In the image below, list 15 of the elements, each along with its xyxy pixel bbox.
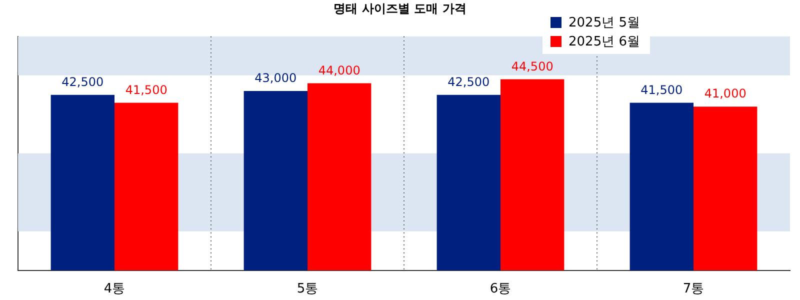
- chart-title: 명태 사이즈별 도매 가격: [334, 1, 466, 16]
- data-label: 42,500: [448, 75, 490, 90]
- data-label: 43,000: [254, 71, 297, 86]
- data-label: 42,500: [62, 75, 104, 90]
- x-tick-label: 4통: [104, 282, 126, 297]
- x-tick-label: 7통: [682, 282, 704, 297]
- legend-label: 2025년 6월: [568, 34, 640, 50]
- data-label: 41,500: [125, 82, 168, 97]
- x-tick-label: 6통: [490, 282, 512, 297]
- data-label: 44,500: [511, 59, 554, 74]
- legend-label: 2025년 5월: [568, 15, 640, 30]
- data-label: 41,000: [704, 86, 746, 101]
- data-label: 44,000: [318, 63, 360, 78]
- data-label: 41,500: [640, 82, 683, 97]
- x-tick-label: 5통: [296, 282, 318, 297]
